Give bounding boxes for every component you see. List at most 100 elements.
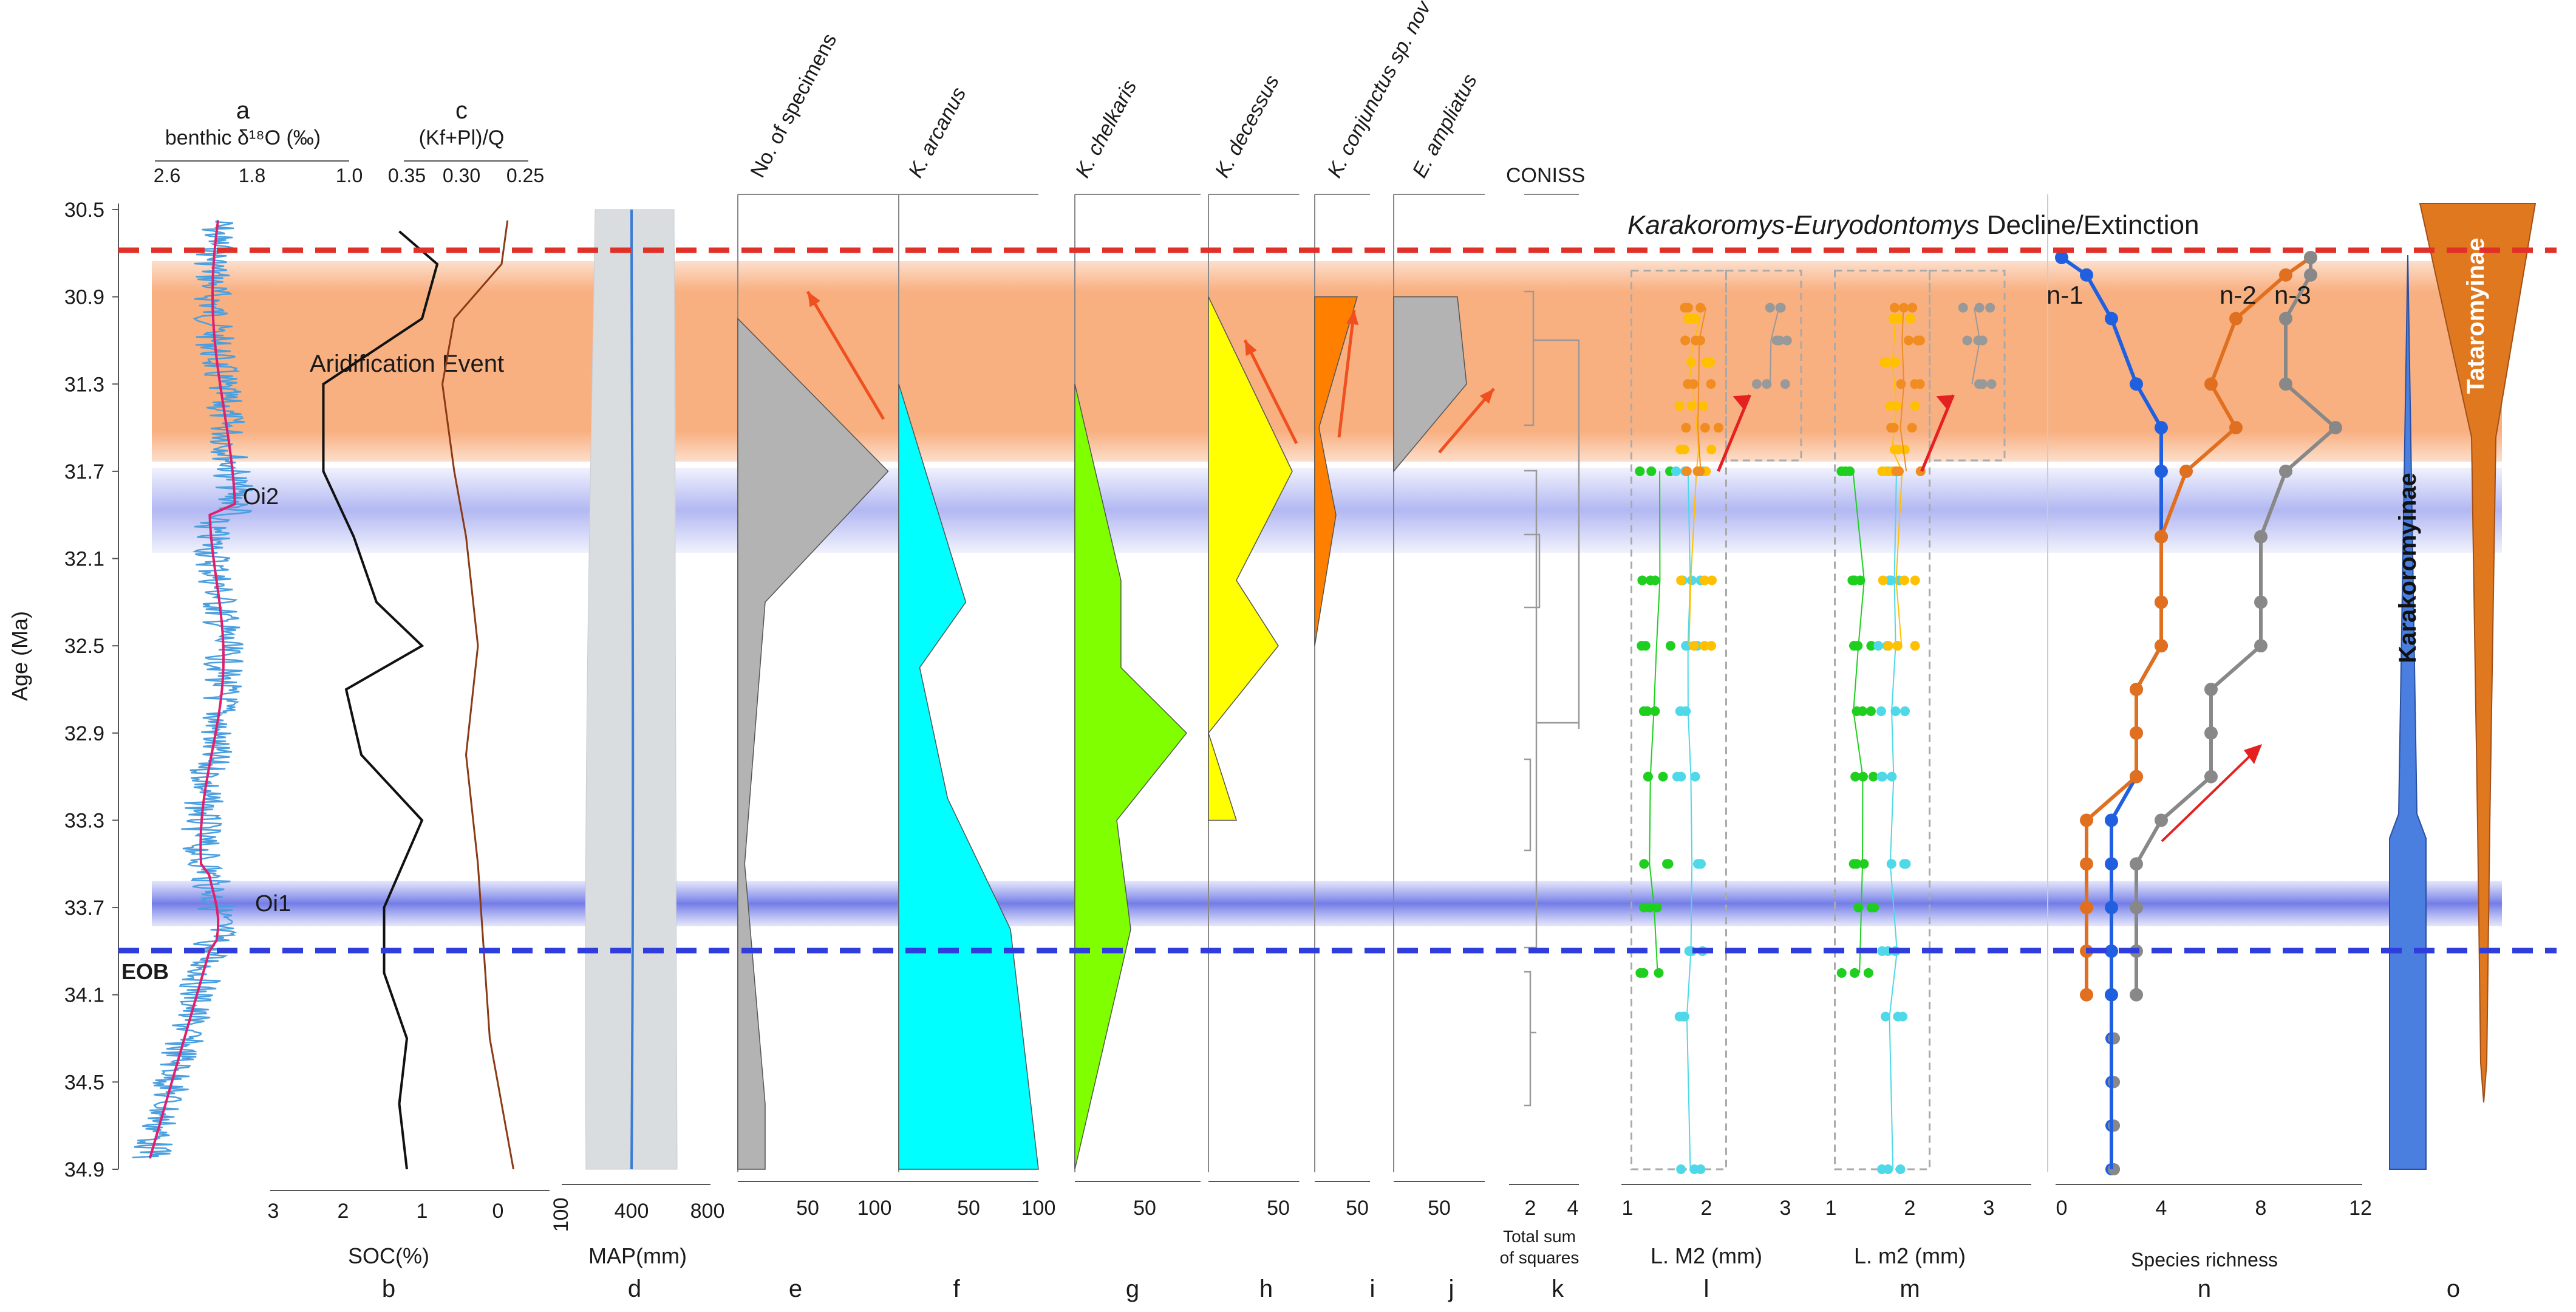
richness-point	[2105, 312, 2118, 326]
panel-l-point	[1706, 641, 1717, 651]
panel-m-point	[1893, 313, 1904, 324]
eob-label: EOB	[121, 959, 169, 984]
panel-l-point	[1686, 357, 1697, 367]
panel-m-point	[1863, 968, 1873, 978]
panel-a-tick: 2.6	[154, 165, 180, 186]
panel-m-point	[1899, 302, 1909, 313]
age-axis: 30.5 30.9 31.3 31.7 32.1 32.5 32.9 33.3 33.7 34.1…	[7, 199, 119, 1181]
panel-l-series-line	[1688, 318, 1701, 646]
age-tick-label: 33.3	[64, 809, 104, 832]
panel-l-point	[1680, 335, 1691, 346]
panel-j-area	[1393, 296, 1467, 473]
panel-l-point	[1699, 575, 1709, 586]
panel-l-point	[1765, 302, 1775, 313]
richness-point	[2130, 770, 2143, 784]
panel-m-point	[1986, 379, 1997, 389]
panel-b-tick: 0	[492, 1200, 504, 1223]
panel-m-series-line	[1900, 307, 1907, 472]
panel-d-title: MAP(mm)	[588, 1243, 687, 1268]
panel-l-point	[1686, 313, 1696, 324]
panel-l-point	[1713, 423, 1723, 433]
richness-point	[2130, 683, 2143, 696]
panel-j-tick: 50	[1428, 1197, 1451, 1220]
panel-b-title: SOC(%)	[348, 1243, 429, 1268]
panel-m-point	[1845, 466, 1855, 476]
richness-point	[2080, 268, 2093, 282]
panel-n-tick: 0	[2056, 1197, 2068, 1220]
trend-arrow	[1717, 394, 1751, 472]
panel-l-title: L. M2 (mm)	[1651, 1243, 1762, 1268]
richness-point	[2130, 377, 2143, 391]
panel-m-point	[1882, 357, 1892, 367]
panel-c-title: (Kf+Pl)/Q	[419, 126, 505, 149]
panel-m-point	[1877, 1164, 1887, 1174]
richness-point	[2080, 813, 2093, 827]
panel-g-tick: 50	[1133, 1197, 1156, 1220]
panel-g-title: K. chelkaris	[1071, 77, 1142, 182]
panel-l-point	[1654, 968, 1664, 978]
panel-l-series-line	[1649, 471, 1661, 973]
age-tick-label: 33.7	[64, 897, 104, 920]
panel-m-point	[1883, 641, 1893, 651]
panel-l-point	[1637, 641, 1647, 651]
panel-m-point	[1904, 335, 1914, 346]
oi1-label: Oi1	[255, 891, 291, 917]
richness-point	[2155, 639, 2168, 653]
panel-m-point	[1898, 1011, 1908, 1022]
panel-g-letter: g	[1126, 1276, 1139, 1302]
panel-m-point	[1892, 641, 1903, 651]
panel-c-tick: 0.30	[443, 165, 480, 186]
richness-point	[2279, 464, 2292, 478]
karakoromyinae-spindle	[2389, 255, 2427, 1170]
panel-l-point	[1780, 379, 1790, 389]
map-uncertainty-band	[585, 209, 678, 1170]
panel-d-tick: 800	[690, 1200, 725, 1223]
panel-m-dashed-box	[1834, 270, 1930, 1170]
richness-series-label: n-1	[2046, 281, 2084, 309]
panel-l-point	[1671, 466, 1681, 476]
panel-i-letter: i	[1370, 1276, 1375, 1302]
panel-l-point	[1638, 968, 1649, 978]
panel-l-point	[1698, 401, 1708, 411]
panel-m-point	[1886, 423, 1896, 433]
richness-point	[2279, 312, 2292, 326]
panel-m-point	[1849, 641, 1859, 651]
panel-l-point	[1751, 379, 1762, 389]
panel-j-letter: j	[1448, 1276, 1454, 1302]
trend-arrow	[1337, 309, 1356, 438]
panel-n-title: Species richness	[2131, 1249, 2278, 1271]
panel-m-point	[1899, 859, 1909, 869]
panel-l-point	[1695, 302, 1706, 313]
panel-m-point	[1893, 445, 1903, 454]
panel-o: Karakoromyinae Tataromyinae o	[2389, 203, 2537, 1302]
panel-a: a benthic δ¹⁸O (‰) 2.6 1.8 1.0 Aridifica…	[121, 97, 504, 1159]
panel-m-point	[1907, 302, 1918, 313]
panel-n-tick: 12	[2349, 1197, 2372, 1220]
richness-point	[2155, 530, 2168, 544]
panel-l-point	[1665, 641, 1675, 651]
karakoromyinae-label: Karakoromyinae	[2394, 473, 2421, 663]
panel-c-letter: c	[455, 97, 468, 124]
age-tick-label: 34.5	[64, 1071, 104, 1094]
panel-k-tick: 4	[1567, 1197, 1579, 1220]
richness-point	[2130, 901, 2143, 915]
panel-l-tick: 1	[1622, 1197, 1634, 1220]
richness-point	[2254, 639, 2268, 653]
panel-f-area	[898, 384, 1039, 1170]
panel-b-tick: 1	[417, 1200, 428, 1223]
panel-d: 100 400 800 MAP(mm) d	[550, 209, 725, 1302]
panel-a-tick: 1.0	[336, 165, 363, 186]
richness-point	[2229, 421, 2243, 435]
panel-a-tick: 1.8	[239, 165, 265, 186]
panel-l-point	[1680, 302, 1690, 313]
trend-arrow	[2161, 749, 2257, 842]
panel-l-tick: 3	[1780, 1197, 1791, 1220]
kf-pl-q-curve	[441, 220, 514, 1170]
panel-d-tick: 400	[615, 1200, 649, 1223]
panel-l-letter: l	[1704, 1276, 1709, 1302]
age-tick-label: 31.3	[64, 373, 104, 396]
panel-m-point	[1973, 335, 1983, 346]
panel-m-point	[1878, 771, 1888, 782]
panel-l-point	[1676, 771, 1686, 782]
